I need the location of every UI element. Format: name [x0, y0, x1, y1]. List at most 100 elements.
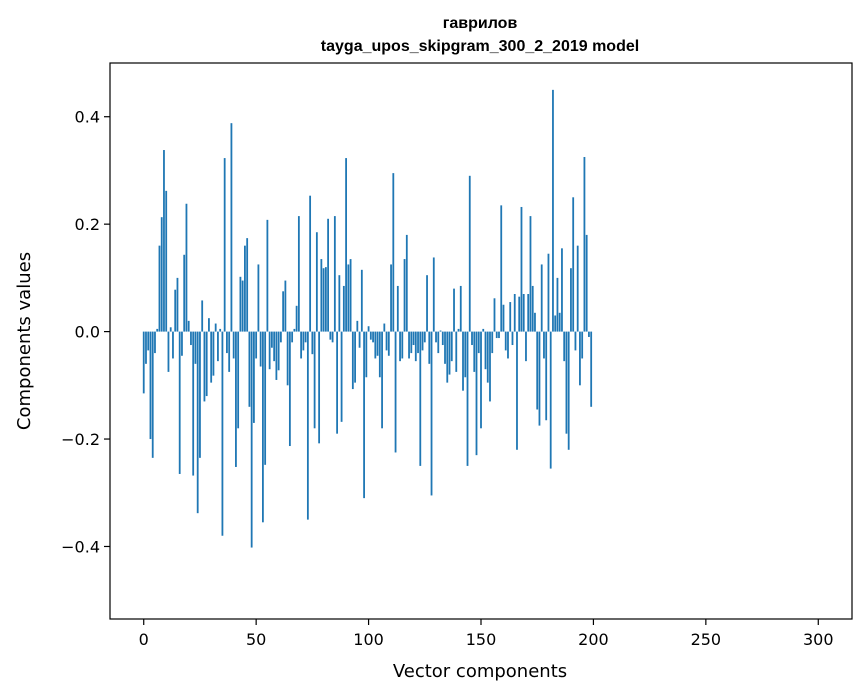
bar-component-124 [421, 331, 424, 351]
bar-component-82 [327, 218, 329, 332]
bar-component-184 [556, 277, 559, 332]
x-tick-label: 100 [353, 630, 384, 649]
bar-component-107 [383, 323, 386, 332]
bar-component-86 [336, 331, 338, 434]
bar-component-175 [536, 331, 539, 410]
bar-component-88 [340, 331, 343, 422]
bar-component-43 [239, 276, 242, 332]
bar-component-109 [387, 331, 390, 356]
bar-component-170 [525, 331, 527, 362]
bar-component-194 [579, 331, 581, 386]
y-tick-label: −0.4 [61, 537, 100, 556]
bar-component-84 [331, 331, 334, 343]
bar-component-60 [277, 331, 280, 371]
bar-component-127 [428, 331, 431, 364]
bar-component-165 [513, 294, 516, 332]
bar-component-99 [365, 331, 368, 378]
bar-component-106 [381, 331, 383, 429]
bar-component-168 [520, 206, 523, 332]
bar-component-137 [450, 331, 453, 362]
bar-component-50 [255, 331, 258, 359]
bar-component-120 [412, 331, 415, 346]
bar-component-19 [185, 203, 188, 332]
bar-component-6 [156, 328, 159, 332]
bar-component-3 [149, 331, 152, 440]
bar-component-145 [468, 175, 471, 332]
bar-component-195 [581, 331, 584, 359]
bar-component-140 [457, 328, 460, 332]
bar-component-81 [324, 267, 327, 332]
bar-component-98 [363, 331, 365, 499]
bar-component-12 [169, 327, 172, 332]
bar-component-73 [306, 331, 309, 520]
bar-component-164 [511, 331, 514, 346]
bar-component-139 [455, 331, 458, 372]
bar-component-32 [214, 323, 217, 332]
bar-component-72 [304, 331, 307, 343]
bar-component-67 [293, 328, 296, 332]
bar-component-65 [288, 331, 291, 447]
bar-component-49 [253, 331, 255, 423]
bar-component-16 [178, 331, 181, 474]
bar-component-75 [311, 331, 314, 355]
bar-component-179 [545, 331, 548, 421]
bar-component-186 [561, 248, 563, 332]
bar-component-155 [491, 331, 494, 354]
bars-group [142, 89, 593, 548]
plot-frame [109, 62, 853, 620]
bar-component-76 [313, 331, 316, 429]
bar-component-46 [246, 238, 249, 332]
bar-component-154 [489, 331, 491, 402]
bar-component-133 [441, 331, 444, 346]
bar-component-52 [259, 331, 262, 367]
bar-component-47 [248, 331, 251, 407]
bar-component-151 [482, 328, 485, 332]
bar-component-160 [502, 304, 505, 332]
bar-component-80 [322, 268, 325, 332]
bar-component-66 [291, 331, 294, 343]
bar-component-163 [509, 302, 512, 332]
bar-component-110 [390, 264, 392, 332]
bar-component-196 [583, 157, 586, 332]
bar-component-22 [192, 331, 195, 476]
bar-component-167 [518, 296, 521, 332]
bar-component-122 [417, 331, 419, 354]
bar-component-61 [279, 331, 282, 343]
x-axis-label: Vector components [393, 661, 567, 682]
y-tick-label: 0.4 [75, 108, 100, 127]
x-axis-ticks: 0 50 100 150 200 250 300 [139, 619, 834, 649]
bar-component-177 [540, 264, 543, 332]
bar-component-36 [223, 158, 226, 332]
bar-component-188 [565, 331, 568, 434]
bar-component-148 [475, 331, 478, 456]
bar-component-181 [549, 331, 552, 469]
bar-component-4 [151, 331, 154, 458]
bar-component-83 [329, 331, 332, 340]
bar-component-178 [543, 331, 545, 359]
bar-component-191 [572, 197, 575, 332]
bar-component-102 [372, 331, 374, 343]
bar-component-142 [462, 331, 464, 391]
bar-component-193 [576, 245, 579, 332]
bar-component-166 [516, 331, 518, 450]
bar-component-153 [486, 331, 489, 383]
y-tick-label: −0.2 [61, 430, 100, 449]
bar-component-169 [522, 294, 525, 332]
x-tick-label: 150 [466, 630, 497, 649]
bar-component-121 [414, 331, 417, 362]
bar-component-171 [527, 294, 530, 332]
bar-component-112 [394, 331, 397, 453]
bar-component-125 [423, 331, 426, 343]
chart-title-line1: гаврилов [443, 15, 518, 32]
bar-component-108 [385, 331, 388, 351]
bar-component-14 [174, 289, 177, 332]
bar-component-157 [495, 331, 498, 339]
bar-component-25 [199, 331, 201, 458]
bar-component-27 [203, 331, 206, 402]
bar-component-185 [558, 312, 561, 332]
x-tick-label: 0 [139, 630, 149, 649]
bar-component-152 [484, 331, 487, 370]
bar-component-123 [419, 331, 422, 466]
